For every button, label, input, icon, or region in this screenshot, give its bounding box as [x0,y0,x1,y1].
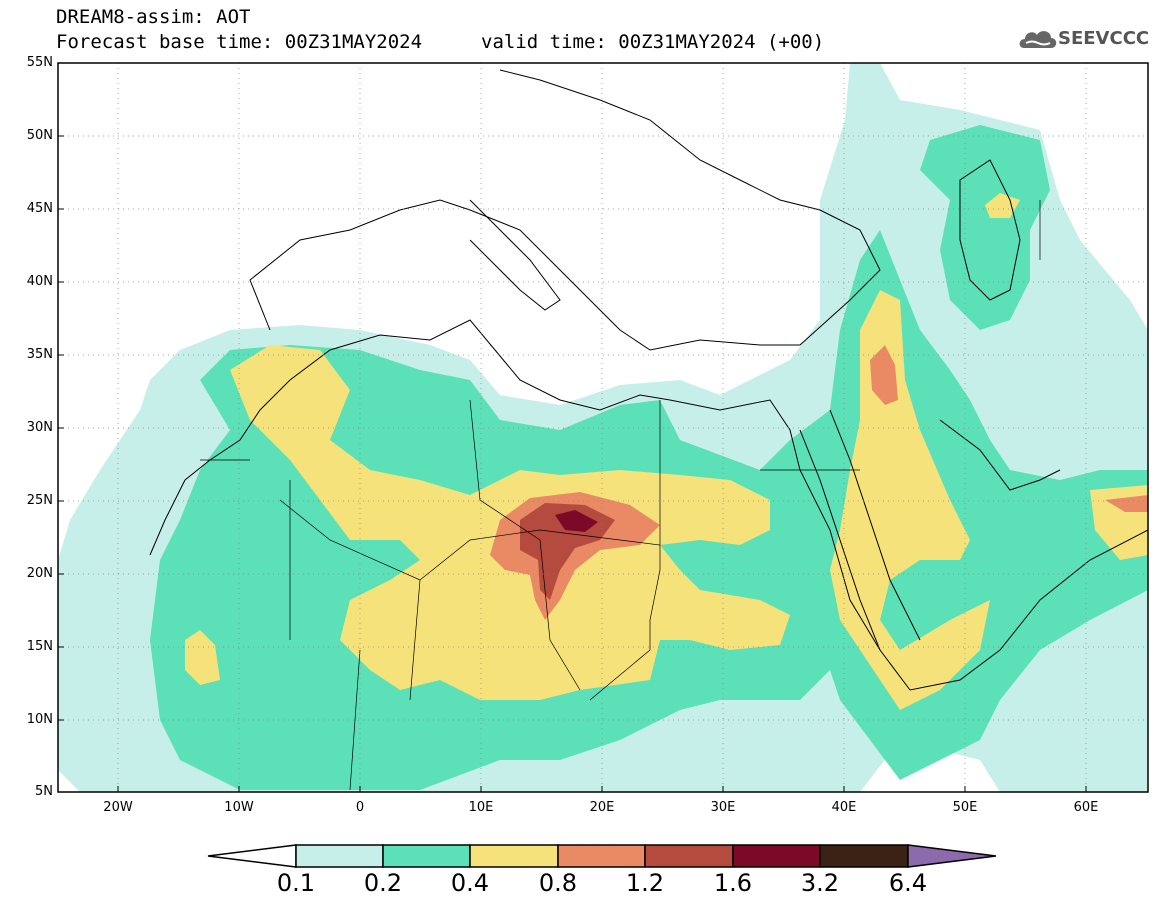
coastline-caspian [959,159,1021,301]
lat-label-20n: 20N [26,566,53,581]
lat-label-45n: 45N [26,201,53,216]
lat-label-5n: 5N [35,784,53,799]
colorbar-swatch-0.4 [469,844,559,868]
lat-label-35n: 35N [26,347,53,362]
colorbar-under-triangle [207,844,297,868]
lon-label-20e: 20E [589,800,615,815]
map-title: DREAM8-assim: AOT [56,6,251,28]
coastline-gulf [939,419,1061,491]
aot-contour-0.8-gulf [1105,495,1148,512]
lon-label-10w: 10W [224,800,254,815]
aot-contour-1.6 [555,510,598,532]
lon-label-50e: 50E [952,800,978,815]
colorbar-label-0.4: 0.4 [450,869,490,897]
lat-label-50n: 50N [26,128,53,143]
coastline-africa [149,319,1148,691]
lon-label-0: 0 [355,800,365,815]
colorbar-label-1.6: 1.6 [713,869,753,897]
colorbar-swatch-1.6 [732,844,821,868]
lat-label-55n: 55N [26,55,53,70]
colorbar-swatch-3.2 [819,844,909,868]
lat-label-10n: 10N [26,712,53,727]
lon-label-40e: 40E [831,800,857,815]
valid-time: valid time: 00Z31MAY2024 (+00) [481,31,825,53]
country-borders [200,200,1041,791]
forecast-base-time: Forecast base time: 00Z31MAY2024 [56,31,423,53]
logo-text: SEEVCCC [1058,28,1150,49]
lon-label-10e: 10E [468,800,494,815]
colorbar-label-6.4: 6.4 [888,869,928,897]
lat-label-30n: 30N [26,420,53,435]
colorbar [207,844,997,868]
axis-ticks [58,62,1087,793]
seevccc-logo: SEEVCCC [1018,24,1158,56]
colorbar-label-0.8: 0.8 [538,869,578,897]
coastlines [149,69,1148,791]
aot-contour-0.4-arabia [830,290,990,710]
graticule [58,63,1148,792]
colorbar-label-1.2: 1.2 [625,869,665,897]
aot-contour-0.2-north [920,125,1050,330]
colorbar-label-3.2: 3.2 [800,869,840,897]
lon-label-20w: 20W [103,800,133,815]
colorbar-swatch-1.2 [644,844,734,868]
lon-label-30e: 30E [710,800,736,815]
colorbar-swatch-0.8 [557,844,646,868]
colorbar-swatch-0.2 [382,844,471,868]
colorbar-over-triangle [907,844,997,868]
colorbar-label-0.1: 0.1 [276,869,316,897]
cloud-icon [1019,31,1057,48]
coastline-redsea [799,409,921,651]
coastline-italy [469,199,561,311]
colorbar-swatch-0.1 [295,844,384,868]
lat-label-15n: 15N [26,639,53,654]
coastline-europe [249,69,881,351]
colorbar-label-0.2: 0.2 [363,869,403,897]
lat-label-40n: 40N [26,274,53,289]
aot-fields [58,63,1148,792]
aot-contour-0.8-arabia [870,345,898,405]
lat-label-25n: 25N [26,493,53,508]
lon-label-60e: 60E [1073,800,1099,815]
aot-contour-0.4-caspian [985,193,1020,218]
aot-contour-0.4-west [185,630,220,685]
